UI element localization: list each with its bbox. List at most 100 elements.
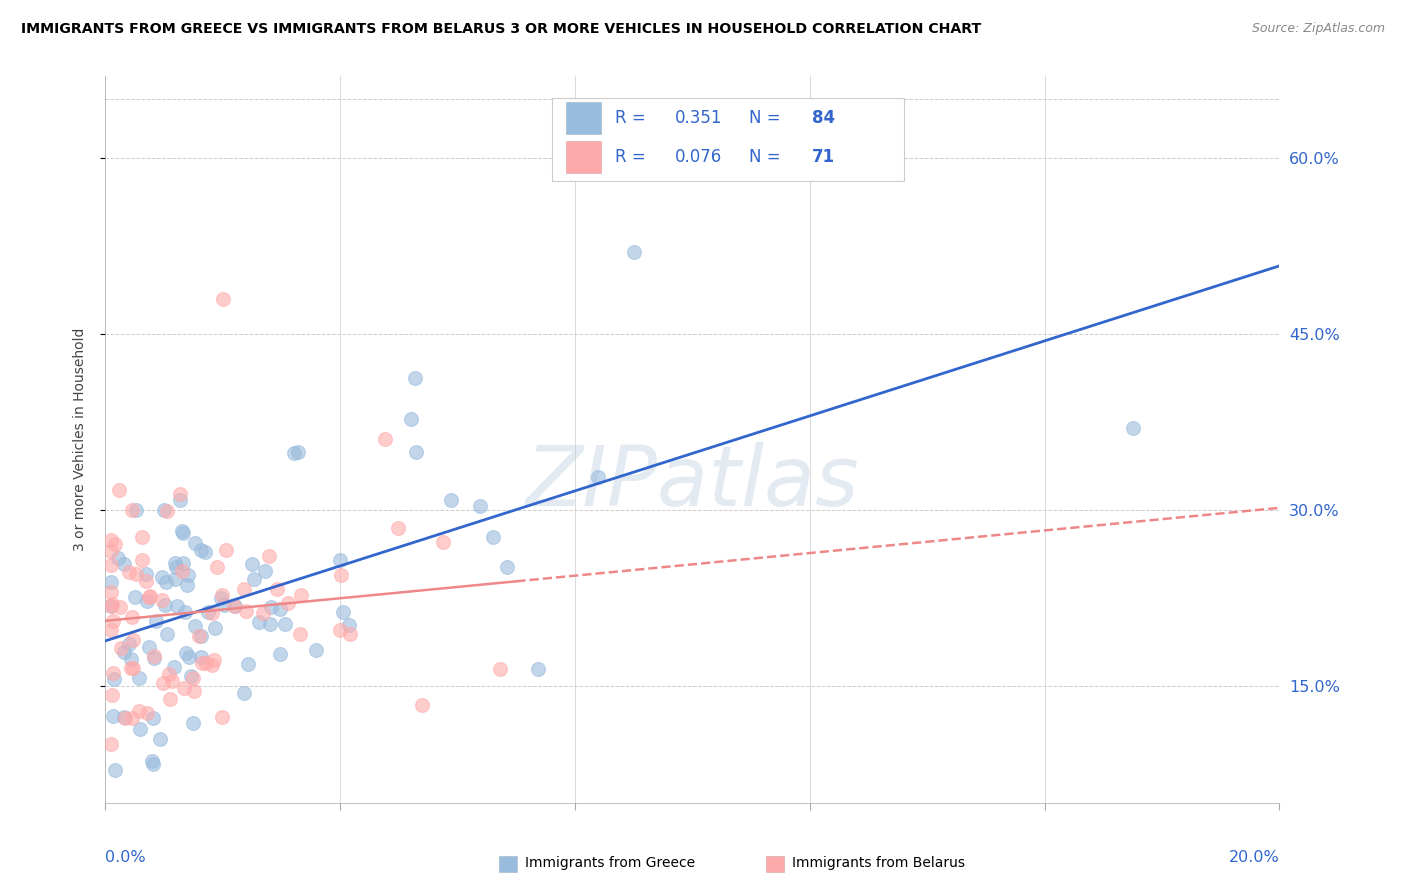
Point <box>100 623 122 637</box>
Point <box>156 503 179 517</box>
Point <box>112 710 135 724</box>
Point <box>211 292 233 306</box>
Point <box>166 599 188 614</box>
Point <box>110 641 132 656</box>
Point <box>153 503 176 517</box>
Point <box>252 606 274 620</box>
Point <box>138 590 160 604</box>
Point <box>337 617 360 632</box>
Point <box>108 483 131 498</box>
Point <box>101 615 124 629</box>
Point <box>201 606 224 620</box>
Point <box>150 592 173 607</box>
Point <box>204 621 226 635</box>
Point <box>172 526 194 541</box>
Point <box>1122 420 1144 434</box>
Point <box>224 599 246 614</box>
Point <box>224 599 246 614</box>
Point <box>197 605 219 619</box>
Point <box>277 596 299 610</box>
Point <box>283 445 305 459</box>
Point <box>481 530 503 544</box>
Point <box>152 675 174 690</box>
Point <box>190 650 212 665</box>
Point <box>242 573 264 587</box>
Point <box>169 486 191 500</box>
Point <box>100 574 122 589</box>
Point <box>405 445 427 459</box>
Point <box>404 371 426 385</box>
Point <box>120 651 142 665</box>
Text: ZIPatlas: ZIPatlas <box>526 442 859 524</box>
Point <box>128 671 150 685</box>
Point <box>194 657 217 671</box>
Point <box>143 650 166 665</box>
Point <box>162 673 184 688</box>
Point <box>202 652 225 666</box>
Point <box>260 600 283 615</box>
Point <box>150 570 173 584</box>
Point <box>212 598 235 612</box>
Point <box>190 542 212 557</box>
Point <box>440 493 463 508</box>
Point <box>181 716 204 731</box>
Point <box>155 574 177 589</box>
Point <box>108 599 131 614</box>
Text: Immigrants from Greece: Immigrants from Greece <box>526 856 696 871</box>
Point <box>124 591 146 605</box>
Point <box>201 657 224 672</box>
Point <box>104 763 127 777</box>
Point <box>176 578 198 592</box>
Text: 0.0%: 0.0% <box>105 850 146 865</box>
Point <box>233 582 256 597</box>
Point <box>153 599 176 613</box>
Point <box>165 560 187 574</box>
Point <box>215 542 238 557</box>
Point <box>125 502 148 516</box>
Point <box>266 582 288 596</box>
Point <box>136 594 159 608</box>
Point <box>330 567 353 582</box>
Point <box>170 564 193 578</box>
Point <box>149 731 172 746</box>
Point <box>100 585 122 599</box>
Point <box>100 737 122 751</box>
Point <box>205 559 228 574</box>
Point <box>141 754 163 768</box>
Point <box>125 566 148 581</box>
Point <box>527 662 550 676</box>
Point <box>135 567 157 582</box>
Point <box>211 710 233 724</box>
Text: IMMIGRANTS FROM GREECE VS IMMIGRANTS FROM BELARUS 3 OR MORE VEHICLES IN HOUSEHOL: IMMIGRANTS FROM GREECE VS IMMIGRANTS FRO… <box>21 22 981 37</box>
Point <box>136 706 159 720</box>
Point <box>588 470 610 484</box>
Point <box>187 629 209 643</box>
Point <box>257 549 280 563</box>
Point <box>100 599 122 613</box>
Point <box>129 722 152 736</box>
Point <box>259 617 281 632</box>
Point <box>100 533 122 548</box>
Point <box>100 599 122 614</box>
Point <box>238 657 260 671</box>
Point <box>101 709 124 723</box>
Point <box>122 661 145 675</box>
Point <box>159 692 181 706</box>
Point <box>209 591 232 605</box>
Point <box>177 568 200 582</box>
Point <box>179 649 201 664</box>
Point <box>387 521 409 535</box>
Point <box>100 543 122 558</box>
Point <box>120 661 142 675</box>
Point <box>183 684 205 698</box>
Point <box>121 633 143 648</box>
Point <box>104 537 127 551</box>
Point <box>135 574 157 588</box>
Point <box>173 681 195 696</box>
Point <box>163 557 186 571</box>
Point <box>142 711 165 725</box>
Point <box>121 711 143 725</box>
Point <box>101 598 124 612</box>
Point <box>287 445 309 459</box>
Point <box>339 627 361 641</box>
